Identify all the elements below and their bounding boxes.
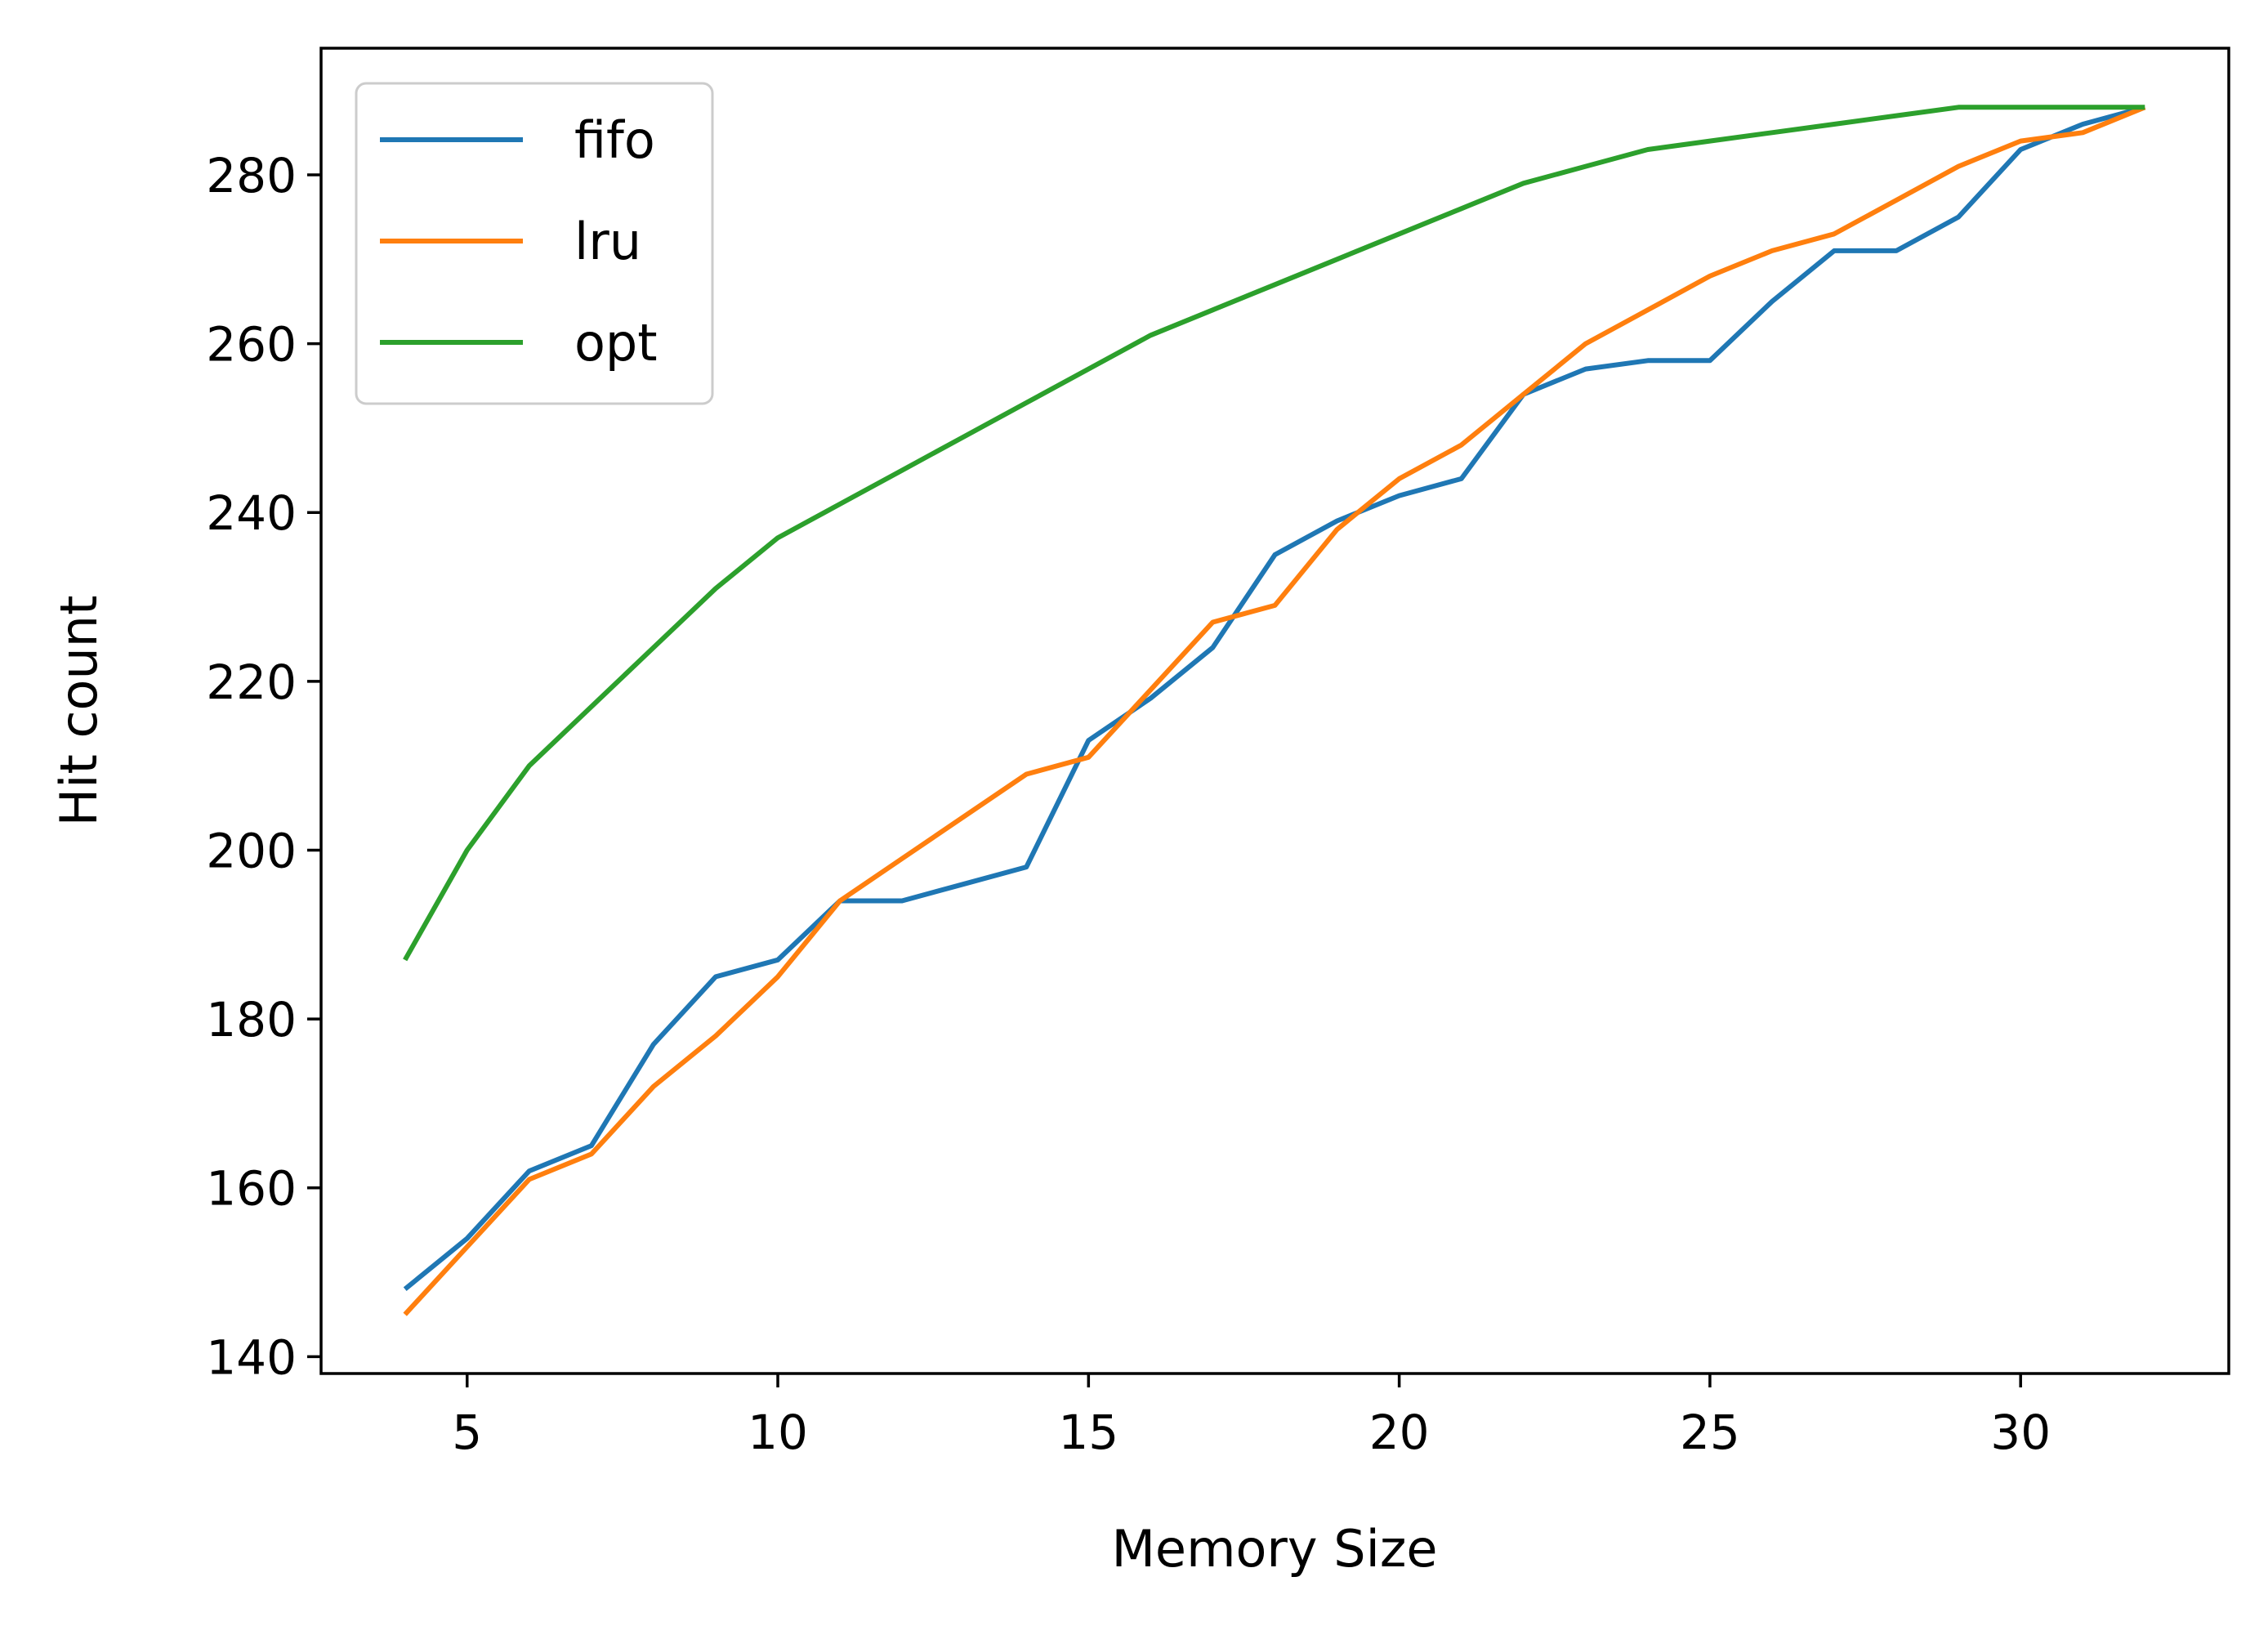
x-tick-label: 15 (1058, 1405, 1118, 1460)
y-tick-label: 160 (206, 1161, 297, 1217)
y-tick-label: 220 (206, 654, 297, 710)
x-tick-label: 5 (452, 1405, 482, 1460)
x-tick-label: 10 (748, 1405, 808, 1460)
x-tick-label: 30 (1990, 1405, 2051, 1460)
y-tick-label: 200 (206, 823, 297, 878)
legend-entries: fifo lru opt (380, 110, 658, 373)
y-tick-label: 240 (206, 485, 297, 541)
legend-label-opt: opt (574, 313, 658, 373)
legend-label-fifo: fifo (574, 110, 655, 170)
y-tick-label: 260 (206, 317, 297, 373)
x-axis-label: Memory Size (1111, 1519, 1437, 1579)
series-line-opt (403, 105, 2145, 962)
legend-box (355, 82, 714, 405)
y-axis: 140 160 180 200 220 240 260 280 (206, 148, 321, 1385)
legend: fifo lru opt (355, 82, 714, 405)
x-tick-label: 20 (1369, 1405, 1430, 1460)
series-line-fifo (403, 105, 2146, 1292)
y-tick-label: 280 (206, 148, 297, 203)
series-line-lru (403, 105, 2146, 1316)
legend-label-lru: lru (574, 212, 641, 271)
x-tick-label: 25 (1680, 1405, 1740, 1460)
plot-frame (319, 47, 2230, 1375)
x-axis: 5 10 15 20 25 30 (452, 1374, 2051, 1460)
y-tick-label: 140 (206, 1329, 297, 1385)
y-axis-label: Hit count (49, 596, 109, 827)
y-tick-label: 180 (206, 992, 297, 1048)
plot-area (403, 105, 2146, 1316)
